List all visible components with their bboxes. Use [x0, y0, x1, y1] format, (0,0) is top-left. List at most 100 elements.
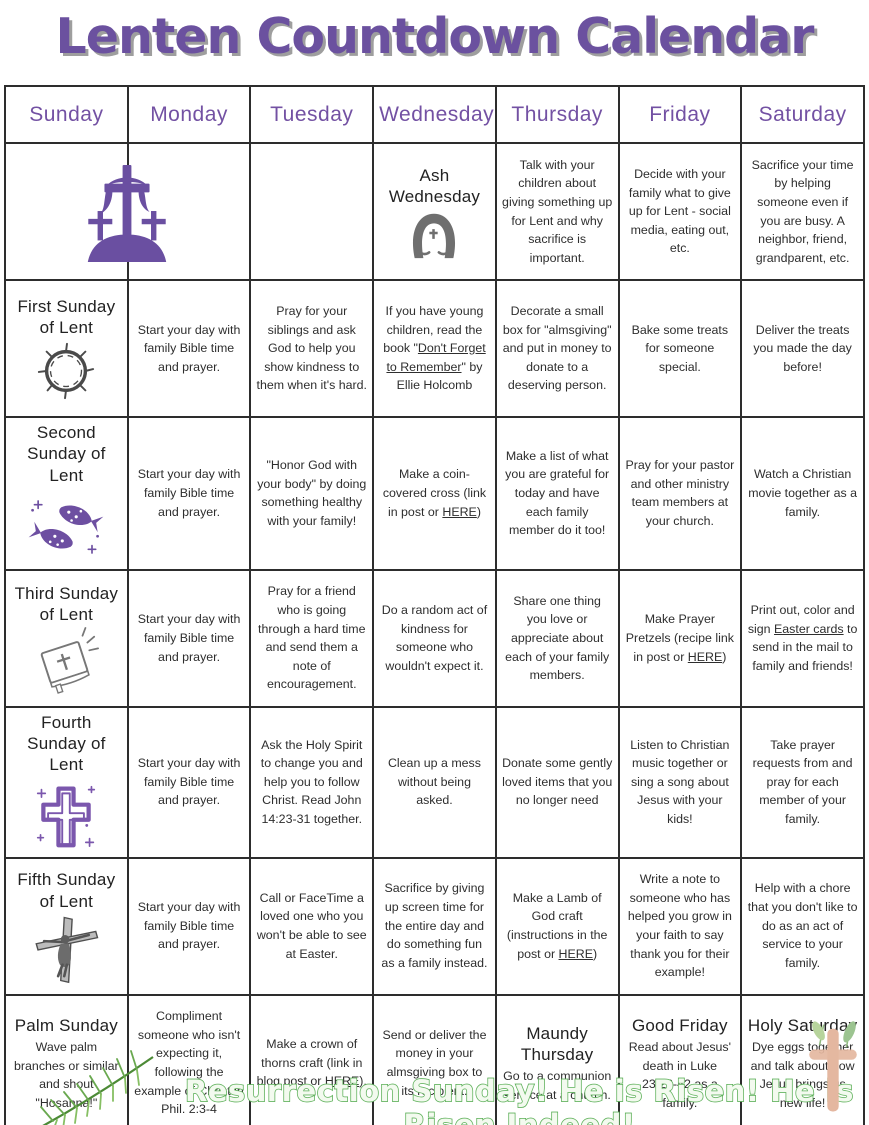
text-segment: "Honor God with your body" by doing some…	[257, 458, 367, 528]
cell-week1-monday	[126, 142, 252, 281]
cell-week7-tuesday: Make a crown of thorns craft (link in bl…	[249, 993, 375, 1125]
cell-text: Make a coin-covered cross (link in post …	[379, 465, 490, 521]
day-header-thursday: Thursday	[494, 85, 620, 144]
cell-week7-wednesday: Send or deliver the money in your almsgi…	[372, 993, 497, 1125]
cell-heading: Palm Sunday	[14, 1015, 118, 1035]
cell-text: Sacrifice your time by helping someone e…	[747, 156, 858, 268]
day-header-saturday: Saturday	[740, 85, 865, 144]
cell-text: Share one thing you love or appreciate a…	[502, 592, 613, 685]
text-segment: Watch a Christian movie together as a fa…	[748, 467, 858, 519]
day-header-friday: Friday	[617, 85, 743, 144]
cell-heading: First Sunday of Lent	[17, 296, 116, 337]
link-text[interactable]: Don't Forget to Remember	[386, 341, 486, 374]
text-segment: Decide with your family what to give up …	[628, 166, 731, 256]
cell-text: If you have young children, read the boo…	[379, 302, 490, 395]
link-text[interactable]: Easter cards	[774, 621, 844, 636]
text-segment: Share one thing you love or appreciate a…	[505, 593, 610, 683]
cell-week6-tuesday: Call or FaceTime a loved one who you won…	[249, 856, 375, 996]
bible-icon	[11, 627, 122, 695]
sparkle-cross-icon	[11, 778, 122, 854]
cell-text: Start your day with family Bible time an…	[134, 321, 245, 377]
cell-text: Decorate a small box for "almsgiving" an…	[502, 302, 613, 395]
text-segment: Deliver the treats you made the day befo…	[753, 322, 852, 374]
cell-week4-tuesday: Pray for a friend who is going through a…	[249, 568, 375, 708]
cell-week4-wednesday: Do a random act of kindness for someone …	[372, 568, 497, 708]
cell-week7-friday: Good Friday Read about Jesus' death in Lu…	[617, 993, 743, 1125]
cell-week3-tuesday: "Honor God with your body" by doing some…	[249, 416, 375, 571]
cell-week4-thursday: Share one thing you love or appreciate a…	[494, 568, 620, 708]
cell-week5-sunday: Fourth Sunday of Lent	[4, 705, 129, 859]
cell-text: Call or FaceTime a loved one who you won…	[256, 889, 367, 963]
cell-text: Make a list of what you are grateful for…	[502, 447, 613, 540]
cell-week5-friday: Listen to Christian music together or si…	[617, 705, 743, 859]
cell-heading: Good Friday	[631, 1015, 728, 1035]
text-segment: Sacrifice your time by helping someone e…	[751, 157, 854, 265]
link-text[interactable]: HERE	[558, 946, 593, 961]
link-text[interactable]: HERE	[324, 1074, 360, 1089]
cell-text: Start your day with family Bible time an…	[134, 754, 245, 810]
cell-week2-wednesday: If you have young children, read the boo…	[372, 279, 497, 418]
text-segment: )	[722, 649, 727, 664]
link-text[interactable]: HERE	[442, 504, 477, 519]
text-segment: Call or FaceTime a loved one who you won…	[256, 890, 367, 961]
cell-week3-wednesday: Make a coin-covered cross (link in post …	[372, 416, 497, 571]
cell-text: Make a Lamb of God craft (instructions i…	[502, 889, 613, 963]
text-segment: )	[476, 504, 481, 519]
two-fish-icon	[11, 488, 122, 566]
text-segment: Print out, color and sign	[747, 603, 855, 636]
text-segment: Make a coin-covered cross (link in post …	[382, 467, 487, 519]
text-segment: Make Prayer Pretzels (recipe link in pos…	[625, 612, 734, 664]
cell-week4-sunday: Third Sunday of Lent	[4, 568, 129, 708]
text-segment: Start your day with family Bible time an…	[137, 756, 241, 808]
text-segment: " by Ellie Holcomb	[396, 359, 483, 393]
day-header-wednesday: Wednesday	[372, 85, 497, 144]
cell-week7-thursday: Maundy Thursday Go to a communion service…	[494, 993, 620, 1125]
cell-text: Start your day with family Bible time an…	[134, 465, 245, 521]
cell-text: "Honor God with your body" by doing some…	[256, 456, 367, 530]
cell-text: Read about Jesus' death in Luke 23:26-42…	[625, 1038, 736, 1112]
cell-week2-tuesday: Pray for your siblings and ask God to he…	[249, 279, 375, 418]
week-row-3: Second Sunday of Lent	[4, 416, 865, 571]
cell-week5-wednesday: Clean up a mess without being asked.	[372, 705, 497, 859]
cell-text: Pray for your pastor and other ministry …	[625, 456, 736, 530]
cell-text: Start your day with family Bible time an…	[134, 610, 245, 666]
cell-week5-monday: Start your day with family Bible time an…	[126, 705, 252, 859]
cell-heading: Holy Saturday	[747, 1015, 858, 1035]
cell-text: Pray for a friend who is going through a…	[256, 582, 367, 694]
week-row-4: Third Sunday of Lent Start your day with…	[4, 568, 865, 708]
cell-text: Help with a chore that you don't like to…	[747, 879, 858, 972]
text-segment: Talk with your children about giving som…	[502, 157, 613, 265]
cell-week4-friday: Make Prayer Pretzels (recipe link in pos…	[617, 568, 743, 708]
cell-text: Start your day with family Bible time an…	[134, 898, 245, 954]
text-segment: ).	[359, 1074, 367, 1089]
resurrection-banner: Resurrection Sunday! He is Risen! He is …	[184, 1073, 854, 1125]
text-segment: Start your day with family Bible time an…	[137, 900, 241, 952]
link-text[interactable]: HERE	[687, 649, 723, 664]
cell-text: Deliver the treats you made the day befo…	[747, 321, 858, 377]
text-segment: to send in the mail to family and friend…	[752, 621, 858, 673]
text-segment: Start your day with family Bible time an…	[137, 612, 241, 664]
cell-week2-saturday: Deliver the treats you made the day befo…	[740, 279, 865, 418]
text-segment: Pray for your siblings and ask God to he…	[256, 303, 368, 393]
cell-week5-saturday: Take prayer requests from and pray for e…	[740, 705, 865, 859]
cell-text: Make Prayer Pretzels (recipe link in pos…	[625, 610, 736, 666]
cell-heading: Maundy Thursday	[520, 1023, 594, 1064]
cell-heading: Third Sunday of Lent	[14, 583, 119, 624]
cell-week1-saturday: Sacrifice your time by helping someone e…	[740, 142, 865, 281]
cell-week3-saturday: Watch a Christian movie together as a fa…	[740, 416, 865, 571]
day-header-tuesday: Tuesday	[249, 85, 375, 144]
cell-text: Do a random act of kindness for someone …	[379, 601, 490, 675]
cell-week3-monday: Start your day with family Bible time an…	[126, 416, 252, 571]
cell-text: Take prayer requests from and pray for e…	[747, 736, 858, 829]
text-segment: Help with a chore that you don't like to…	[747, 881, 858, 970]
text-segment: Clean up a mess without being asked.	[387, 756, 481, 808]
cell-week1-wednesday: Ash Wednesday	[372, 142, 497, 281]
cell-week3-sunday: Second Sunday of Lent	[4, 416, 129, 571]
cell-week2-monday: Start your day with family Bible time an…	[126, 279, 252, 418]
cell-week1-friday: Decide with your family what to give up …	[617, 142, 743, 281]
cell-text: Watch a Christian movie together as a fa…	[747, 465, 858, 521]
cell-text: Write a note to someone who has helped y…	[625, 870, 736, 982]
calendar-body: Ash Wednesday Talk with your children ab…	[4, 142, 865, 1125]
cell-text: Donate some gently loved items that you …	[502, 754, 613, 810]
